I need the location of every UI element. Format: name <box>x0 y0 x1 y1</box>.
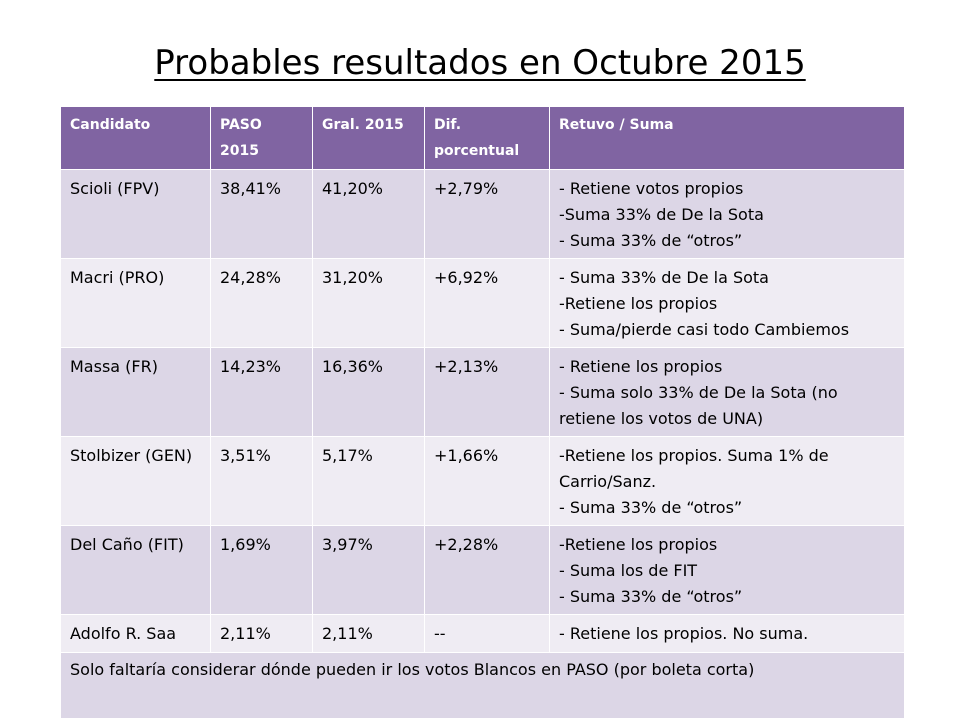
cell-candidato: Del Caño (FIT) <box>60 525 211 615</box>
footer-row: Solo faltaría considerar dónde pueden ir… <box>60 652 905 719</box>
retuvo-line: -Suma 33% de De la Sota <box>559 205 764 224</box>
cell-candidato: Macri (PRO) <box>60 258 211 348</box>
cell-paso: 1,69% <box>210 525 313 615</box>
cell-gral: 3,97% <box>312 525 425 615</box>
retuvo-line: - Retiene los propios. No suma. <box>559 624 809 643</box>
cell-retuvo: -Retiene los propios. Suma 1% de Carrio/… <box>549 436 905 526</box>
cell-retuvo: - Retiene votos propios -Suma 33% de De … <box>549 169 905 259</box>
slide-title: Probables resultados en Octubre 2015 <box>154 43 806 83</box>
cell-paso: 24,28% <box>210 258 313 348</box>
cell-retuvo: -Retiene los propios - Suma los de FIT -… <box>549 525 905 615</box>
cell-gral: 2,11% <box>312 614 425 653</box>
cell-paso: 14,23% <box>210 347 313 437</box>
header-retuvo: Retuvo / Suma <box>549 106 905 170</box>
cell-candidato: Stolbizer (GEN) <box>60 436 211 526</box>
table-row: Adolfo R. Saa 2,11% 2,11% -- - Retiene l… <box>60 614 905 653</box>
table-row: Scioli (FPV) 38,41% 41,20% +2,79% - Reti… <box>60 169 905 259</box>
cell-paso: 2,11% <box>210 614 313 653</box>
retuvo-line: - Suma/pierde casi todo Cambiemos <box>559 320 850 339</box>
table-row: Stolbizer (GEN) 3,51% 5,17% +1,66% -Reti… <box>60 436 905 526</box>
retuvo-line: -Retiene los propios <box>559 535 718 554</box>
header-dif: Dif. porcentual <box>424 106 550 170</box>
cell-candidato: Adolfo R. Saa <box>60 614 211 653</box>
retuvo-line: - Suma solo 33% de De la Sota (no retien… <box>559 383 838 428</box>
cell-gral: 31,20% <box>312 258 425 348</box>
retuvo-line: - Suma 33% de “otros” <box>559 231 743 250</box>
retuvo-line: - Suma los de FIT <box>559 561 698 580</box>
table-row: Massa (FR) 14,23% 16,36% +2,13% - Retien… <box>60 347 905 437</box>
cell-gral: 5,17% <box>312 436 425 526</box>
cell-retuvo: - Suma 33% de De la Sota -Retiene los pr… <box>549 258 905 348</box>
header-gral: Gral. 2015 <box>312 106 425 170</box>
cell-paso: 3,51% <box>210 436 313 526</box>
header-candidato: Candidato <box>60 106 211 170</box>
cell-gral: 41,20% <box>312 169 425 259</box>
cell-gral: 16,36% <box>312 347 425 437</box>
cell-candidato: Massa (FR) <box>60 347 211 437</box>
retuvo-line: -Retiene los propios <box>559 294 718 313</box>
table-row: Del Caño (FIT) 1,69% 3,97% +2,28% -Retie… <box>60 525 905 615</box>
retuvo-line: - Suma 33% de De la Sota <box>559 268 769 287</box>
retuvo-line: - Retiene votos propios <box>559 179 744 198</box>
retuvo-line: - Retiene los propios <box>559 357 723 376</box>
retuvo-line: - Suma 33% de “otros” <box>559 498 743 517</box>
cell-dif: +2,28% <box>424 525 550 615</box>
cell-retuvo: - Retiene los propios - Suma solo 33% de… <box>549 347 905 437</box>
cell-paso: 38,41% <box>210 169 313 259</box>
cell-dif: +2,79% <box>424 169 550 259</box>
header-paso: PASO 2015 <box>210 106 313 170</box>
cell-candidato: Scioli (FPV) <box>60 169 211 259</box>
retuvo-line: - Suma 33% de “otros” <box>559 587 743 606</box>
footer-note: Solo faltaría considerar dónde pueden ir… <box>60 652 905 719</box>
retuvo-line: -Retiene los propios. Suma 1% de Carrio/… <box>559 446 829 491</box>
cell-dif: -- <box>424 614 550 653</box>
cell-dif: +6,92% <box>424 258 550 348</box>
results-table: Candidato PASO 2015 Gral. 2015 Dif. porc… <box>60 106 905 719</box>
cell-retuvo: - Retiene los propios. No suma. <box>549 614 905 653</box>
cell-dif: +1,66% <box>424 436 550 526</box>
header-row: Candidato PASO 2015 Gral. 2015 Dif. porc… <box>60 106 905 170</box>
cell-dif: +2,13% <box>424 347 550 437</box>
table-row: Macri (PRO) 24,28% 31,20% +6,92% - Suma … <box>60 258 905 348</box>
